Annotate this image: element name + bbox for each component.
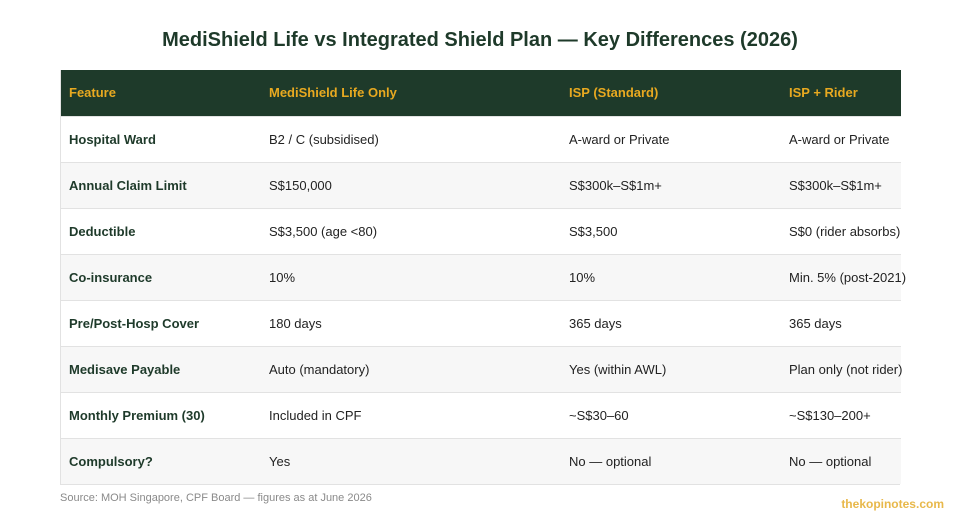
isp-rider-cell: No — optional [789,453,872,469]
medishield-cell: S$3,500 (age <80) [269,223,378,239]
isp-rider-cell: S$300k–S$1m+ [789,177,882,193]
isp-standard-cell: Yes (within AWL) [569,361,667,377]
isp-rider-cell: 365 days [789,315,842,331]
isp-standard-cell: 10% [569,269,596,285]
feature-cell: Medisave Payable [69,361,181,377]
source-note: Source: MOH Singapore, CPF Board — figur… [60,492,372,504]
medishield-cell: Included in CPF [269,407,362,423]
page-title: MediShield Life vs Integrated Shield Pla… [162,29,798,51]
header-isp-rider: ISP + Rider [789,85,858,101]
feature-cell: Annual Claim Limit [69,177,187,193]
isp-rider-cell: S$0 (rider absorbs) [789,223,901,239]
medishield-cell: 10% [269,269,296,285]
table-header-row: Feature MediShield Life Only ISP (Standa… [61,70,901,116]
isp-rider-cell: ~S$130–200+ [789,407,871,423]
table-row: Compulsory? Yes No — optional No — optio… [61,438,901,484]
isp-standard-cell: S$3,500 [569,223,618,239]
isp-rider-cell: Plan only (not rider) [789,361,903,377]
isp-standard-cell: ~S$30–60 [569,407,629,423]
feature-cell: Co-insurance [69,269,153,285]
table-row: Medisave Payable Auto (mandatory) Yes (w… [61,346,903,392]
isp-standard-cell: S$300k–S$1m+ [569,177,662,193]
isp-rider-cell: A-ward or Private [789,131,890,147]
table-row: Deductible S$3,500 (age <80) S$3,500 S$0… [61,208,901,254]
table-row: Monthly Premium (30) Included in CPF ~S$… [61,392,901,438]
header-medishield-life: MediShield Life Only [269,85,397,101]
feature-cell: Pre/Post-Hosp Cover [69,315,200,331]
feature-cell: Hospital Ward [69,131,156,147]
medishield-cell: Auto (mandatory) [269,361,370,377]
table-row: Pre/Post-Hosp Cover 180 days 365 days 36… [61,300,901,346]
medishield-cell: Yes [269,453,291,469]
header-isp-standard: ISP (Standard) [569,85,659,101]
table-row: Hospital Ward B2 / C (subsidised) A-ward… [61,116,901,162]
isp-rider-cell: Min. 5% (post-2021) [789,269,907,285]
isp-standard-cell: 365 days [569,315,622,331]
feature-cell: Deductible [69,223,136,239]
brand-watermark: thekopinotes.com [841,497,944,511]
isp-standard-cell: No — optional [569,453,652,469]
header-feature: Feature [69,85,116,101]
isp-standard-cell: A-ward or Private [569,131,670,147]
medishield-cell: 180 days [269,315,322,331]
medishield-cell: B2 / C (subsidised) [269,131,379,147]
table-row: Co-insurance 10% 10% Min. 5% (post-2021) [61,254,907,300]
table-row: Annual Claim Limit S$150,000 S$300k–S$1m… [61,162,901,208]
feature-cell: Compulsory? [69,453,153,469]
feature-cell: Monthly Premium (30) [69,407,205,423]
comparison-table: Feature MediShield Life Only ISP (Standa… [60,70,907,485]
medishield-cell: S$150,000 [269,177,332,193]
